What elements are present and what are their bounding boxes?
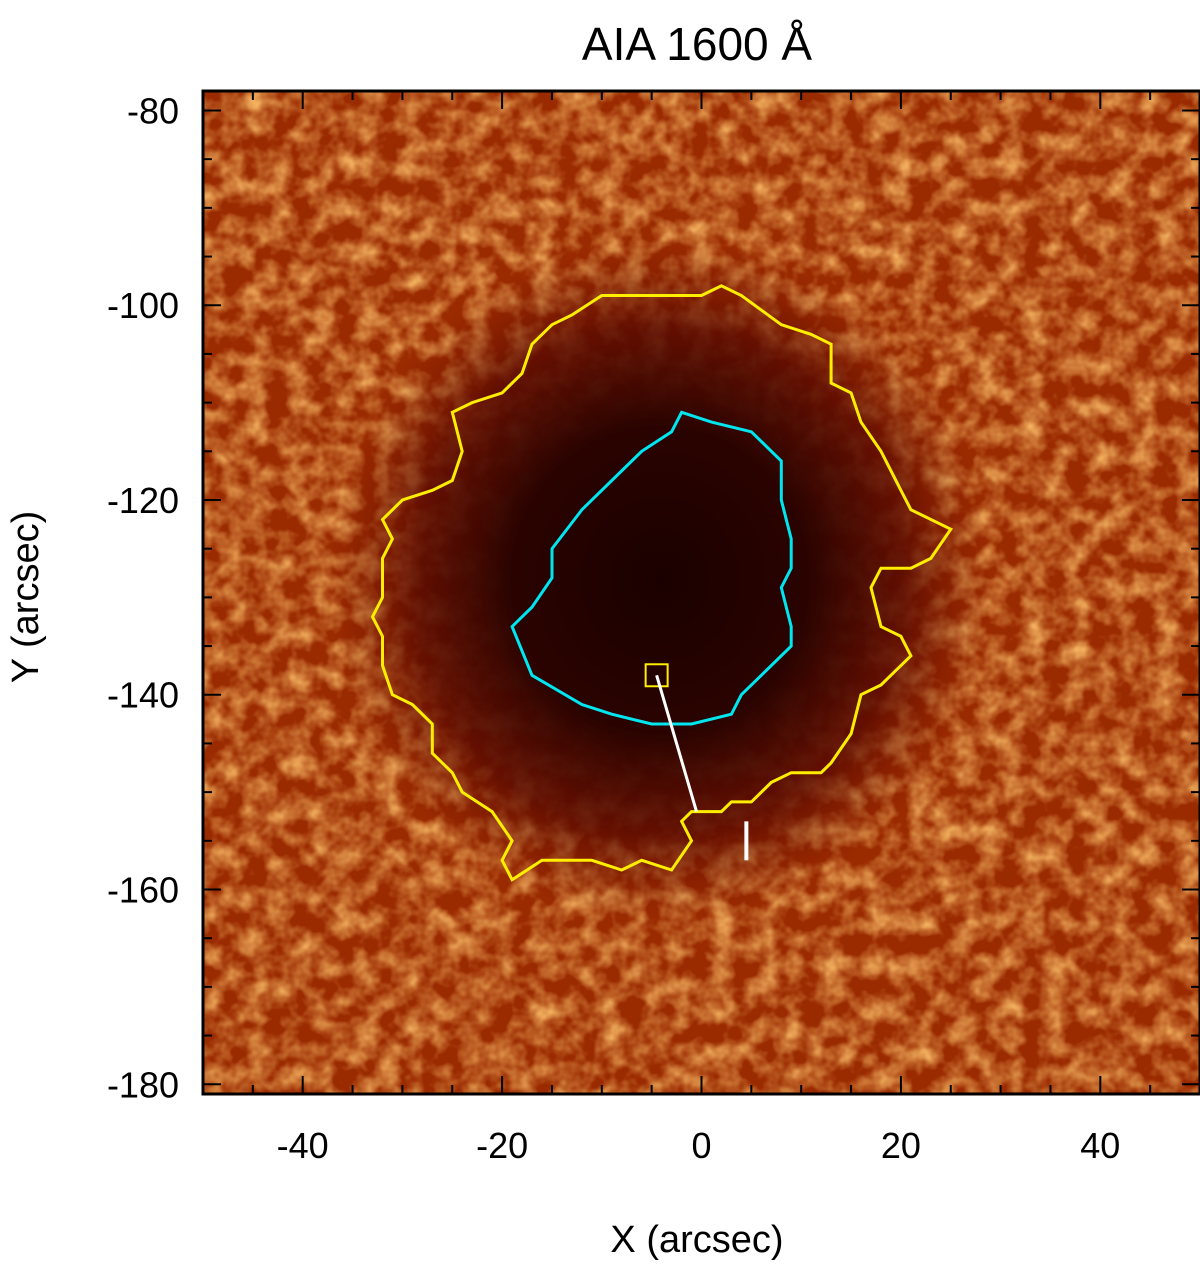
umbra-contour	[510, 410, 793, 726]
y-axis-label: Y (arcsec)	[5, 511, 47, 683]
sunspot-dark-region	[330, 240, 990, 920]
image-area	[203, 91, 1200, 1094]
penumbra-contour	[370, 284, 954, 882]
y-tick-label: -160	[107, 870, 179, 911]
chart-title: AIA 1600 Å	[582, 18, 812, 70]
x-tick-label: 40	[1080, 1125, 1120, 1166]
x-tick-label: -20	[476, 1125, 528, 1166]
marker-box	[644, 663, 669, 688]
y-tick-label: -100	[107, 285, 179, 326]
y-tick-label: -140	[107, 675, 179, 716]
y-tick-label: -180	[107, 1064, 179, 1105]
marker-line	[655, 674, 698, 813]
x-tick-label: 20	[881, 1125, 921, 1166]
y-tick-label: -80	[127, 90, 179, 131]
x-tick-label: 0	[691, 1125, 711, 1166]
x-tick-label: -40	[277, 1125, 329, 1166]
axis-ticks: -40 -20 0 20 40 -80 -100 -120 -140 -160 -180	[107, 90, 1200, 1166]
x-axis-label: X (arcsec)	[610, 1219, 783, 1261]
y-tick-label: -120	[107, 480, 179, 521]
